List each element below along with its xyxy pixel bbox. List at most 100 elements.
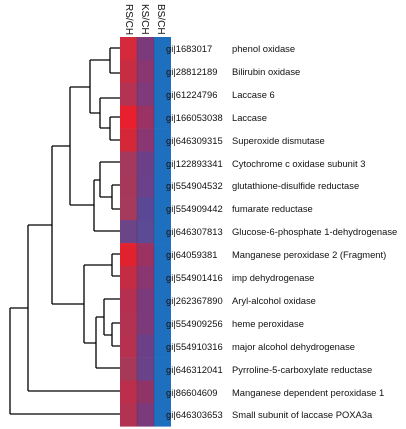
heatmap-cell — [137, 220, 154, 244]
row-label: gi|61224796 Laccase 6 — [166, 83, 404, 105]
heatmap-cell — [120, 357, 137, 381]
dendrogram-branch — [111, 322, 120, 347]
heatmap-cell — [154, 174, 171, 198]
heatmap-cell — [137, 82, 154, 106]
row-protein-name: Manganese peroxidase 2 (Fragment) — [232, 249, 387, 261]
row-label: gi|28812189 Bilirubin oxidase — [166, 60, 404, 82]
row-label: gi|554909442 fumarate reductase — [166, 198, 404, 220]
row-gi-id: gi|122893341 — [166, 157, 223, 169]
row-label: gi|554910316 major alcohol dehydrogenase — [166, 335, 404, 357]
heatmap-cell — [154, 266, 171, 290]
heatmap-cell — [137, 243, 154, 267]
heatmap-cell — [120, 197, 137, 221]
row-protein-name: Glucose-6-phosphate 1-dehydrogenase — [232, 226, 398, 238]
heatmap-cell — [120, 37, 137, 61]
row-label: gi|646309315 Superoxide dismutase — [166, 129, 404, 151]
row-protein-name: glutathione-disulfide reductase — [232, 180, 360, 192]
heatmap-cell — [120, 266, 137, 290]
heatmap-cell — [154, 59, 171, 84]
heatmap-cell — [137, 151, 154, 175]
heatmap-cell — [120, 334, 137, 358]
dendrogram-branch — [111, 184, 120, 210]
row-gi-id: gi|262367890 — [166, 294, 223, 306]
row-label: gi|554901416 imp dehydrogenase — [166, 267, 404, 289]
heatmap-cell — [137, 311, 154, 335]
row-label: gi|64059381 Manganese peroxidase 2 (Fragm… — [166, 244, 404, 266]
row-gi-id: gi|166053038 — [166, 111, 223, 123]
column-label-bs-ch: BS/CH — [155, 4, 166, 35]
heatmap-cell — [137, 105, 154, 129]
heatmap-cell — [120, 288, 137, 313]
heatmap-cell — [137, 357, 154, 381]
heatmap-cell — [120, 403, 137, 427]
row-label: gi|646303653 Small subunit of laccase POX… — [166, 404, 404, 426]
row-gi-id: gi|1683017 — [166, 43, 213, 54]
row-protein-name: Pyrroline-5-carboxylate reductase — [232, 363, 373, 375]
row-protein-name: fumarate reductase — [232, 203, 313, 215]
heatmap-cell — [137, 288, 154, 313]
row-protein-name: Manganese dependent peroxidase 1 — [232, 386, 385, 398]
heatmap-cell — [120, 82, 137, 106]
heatmap-cell — [137, 128, 154, 152]
row-label: gi|166053038 Laccase — [166, 106, 404, 128]
row-protein-name: phenol oxidase — [232, 43, 296, 54]
row-protein-name: Laccase — [232, 111, 267, 123]
heatmap-cell — [154, 403, 171, 427]
heatmap-cell — [137, 37, 154, 61]
column-label-rs-ch: RS/CH — [123, 4, 134, 36]
heatmap-cell — [137, 174, 154, 198]
dendrogram-branch — [109, 47, 120, 74]
row-protein-name: major alcohol dehydrogenase — [232, 340, 355, 352]
column-label-ks-ch: KS/CH — [139, 4, 150, 35]
heatmap-cell — [154, 105, 171, 129]
heatmap-cell — [137, 380, 154, 404]
row-label: gi|262367890 Aryl-alcohol oxidase — [166, 289, 404, 311]
row-gi-id: gi|554904532 — [166, 180, 223, 192]
heatmap-cell — [120, 311, 137, 335]
row-protein-name: Aryl-alcohol oxidase — [232, 294, 316, 306]
heatmap-cell — [120, 128, 137, 152]
row-gi-id: gi|554909442 — [166, 203, 223, 215]
heatmap-cell — [120, 151, 137, 175]
heatmap-cell — [120, 59, 137, 84]
heatmap-cell — [154, 82, 171, 106]
row-gi-id: gi|554910316 — [166, 340, 223, 352]
dendrogram-branch — [109, 116, 120, 141]
heatmap-cell — [137, 334, 154, 358]
dendrogram-branch — [27, 224, 120, 392]
row-label: gi|646312041 Pyrroline-5-carboxylate redu… — [166, 358, 404, 380]
heatmap-cell — [154, 311, 171, 335]
row-gi-id: gi|646309315 — [166, 134, 223, 146]
heatmap-cell — [120, 105, 137, 129]
row-label: gi|122893341 Cytochrome c oxidase subunit… — [166, 152, 404, 174]
heatmap-cell — [120, 174, 137, 198]
heatmap-cell — [154, 380, 171, 404]
heatmap-cell — [154, 288, 171, 313]
heatmap-cell — [137, 59, 154, 84]
row-protein-name: heme peroxidase — [232, 317, 304, 329]
row-label: gi|554904532 glutathione-disulfide reduct… — [166, 175, 404, 197]
dendrogram-branch — [9, 307, 120, 415]
row-gi-id: gi|646307813 — [166, 226, 223, 238]
row-gi-id: gi|64059381 — [166, 249, 218, 261]
dendrogram — [9, 47, 120, 415]
row-label: gi|1683017 phenol oxidase — [166, 38, 404, 60]
heatmap-cell — [154, 37, 171, 61]
row-protein-name: imp dehydrogenase — [232, 272, 315, 283]
heatmap-cell — [137, 403, 154, 427]
dendrogram-branch — [99, 161, 120, 198]
row-gi-id: gi|554901416 — [166, 272, 223, 283]
row-label: gi|646307813 Glucose-6-phosphate 1-dehydr… — [166, 221, 404, 243]
row-label: gi|86604609 Manganese dependent peroxidas… — [166, 381, 404, 403]
heatmap-cell — [154, 128, 171, 152]
row-gi-id: gi|61224796 — [166, 88, 218, 100]
heatmap-cell — [120, 243, 137, 267]
row-gi-id: gi|554909256 — [166, 317, 223, 329]
dendrogram-branch — [51, 145, 84, 305]
dendrogram-branch — [93, 179, 120, 232]
dendrogram-branch — [111, 253, 120, 277]
heatmap-cell — [154, 151, 171, 175]
heatmap-cell — [154, 220, 171, 244]
row-label: gi|554909256 heme peroxidase — [166, 312, 404, 334]
